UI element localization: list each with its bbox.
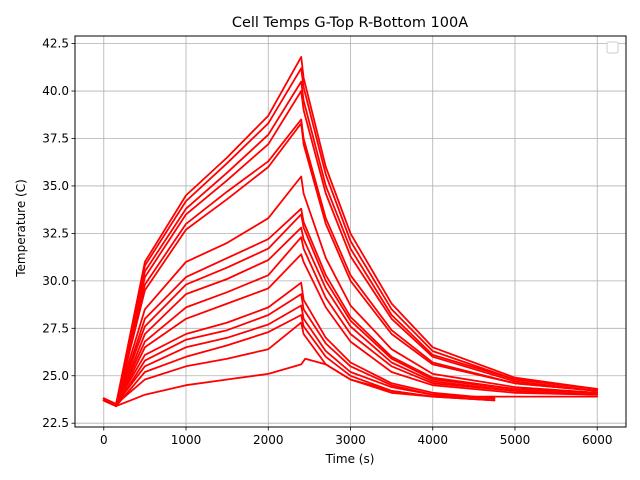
y-tick-label: 22.5	[42, 416, 69, 430]
x-tick-label: 3000	[335, 433, 366, 447]
x-tick-label: 6000	[582, 433, 613, 447]
series-line-6	[102, 281, 496, 406]
y-tick-label: 32.5	[42, 226, 69, 240]
x-axis-label: Time (s)	[325, 452, 375, 466]
y-tick-label: 30.0	[42, 274, 69, 288]
series-line-17	[102, 67, 599, 407]
series-line-11	[102, 207, 599, 407]
series-line-16	[102, 80, 599, 406]
series-line-18	[102, 56, 599, 406]
y-tick-label: 35.0	[42, 179, 69, 193]
y-axis-label: Temperature (C)	[14, 179, 28, 278]
y-tick-label: 27.5	[42, 321, 69, 335]
series-line-5	[102, 293, 496, 407]
series-line-3	[102, 314, 496, 407]
x-tick-label: 1000	[171, 433, 202, 447]
series-line-2	[102, 321, 496, 406]
x-tick-label: 2000	[253, 433, 284, 447]
series-line-9	[102, 226, 599, 407]
series-line-12	[102, 175, 599, 406]
series-layer	[102, 56, 599, 407]
series-line-15	[102, 90, 599, 407]
series-line-10	[102, 213, 599, 406]
series-line-4	[102, 304, 496, 406]
x-axis-ticks: 0 1000 2000 3000 4000 5000 6000	[100, 427, 613, 447]
y-axis-ticks: 22.5 25.0 27.5 30.0 32.5 35.0 37.5 40.0 42.5	[42, 37, 75, 430]
y-tick-label: 25.0	[42, 369, 69, 383]
y-tick-label: 40.0	[42, 84, 69, 98]
y-tick-label: 37.5	[42, 131, 69, 145]
legend-box	[606, 41, 619, 54]
x-tick-label: 5000	[500, 433, 531, 447]
chart-title: Cell Temps G-Top R-Bottom 100A	[232, 15, 468, 31]
y-tick-label: 42.5	[42, 37, 69, 51]
x-tick-label: 0	[100, 433, 108, 447]
series-line-8	[102, 236, 599, 406]
series-line-7	[102, 253, 599, 407]
x-tick-label: 4000	[417, 433, 448, 447]
series-line-14	[102, 118, 599, 406]
